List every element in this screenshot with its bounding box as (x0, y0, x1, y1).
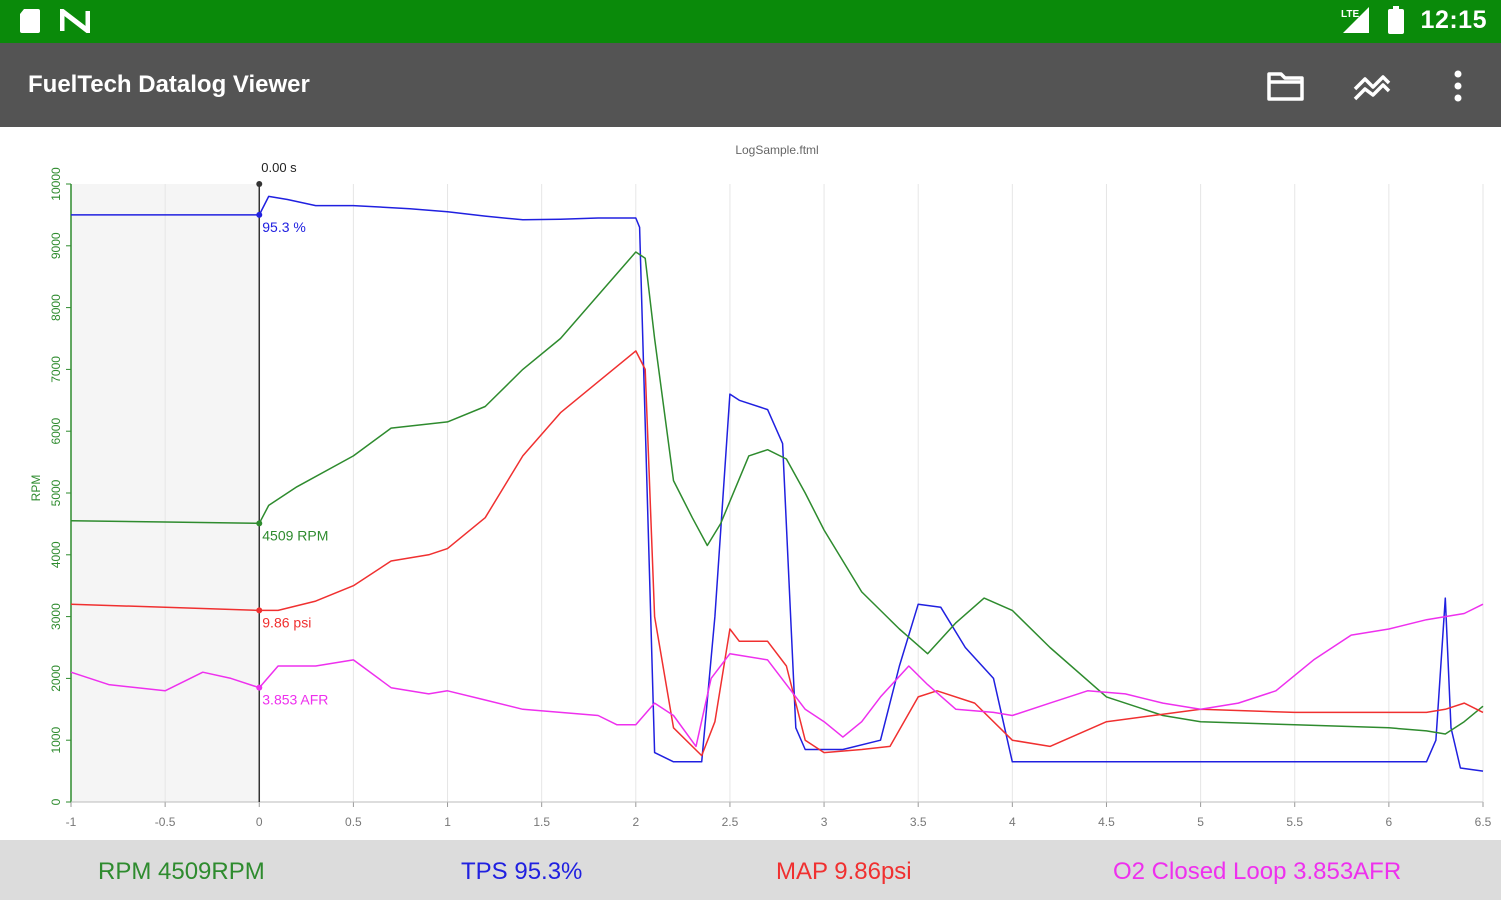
tps-series-line (71, 195, 1484, 772)
nfc-icon (60, 9, 90, 33)
app-bar: FuelTech Datalog Viewer (0, 43, 1501, 127)
x-tick-label: 5.5 (1286, 815, 1303, 829)
x-tick-label: 2 (632, 815, 639, 829)
y-axis-label: RPM (29, 475, 43, 502)
o2-cursor-point (256, 684, 263, 691)
sd-card-icon (20, 9, 40, 33)
x-tick-label: 2.5 (722, 815, 739, 829)
app-title: FuelTech Datalog Viewer (28, 71, 310, 98)
x-tick-label: 3.5 (910, 815, 927, 829)
datalog-chart[interactable]: -1 -0.5 0 0.5 1 1.5 2 2.5 3 3.5 4 4.5 5 5.5 6 6.5 0 1000 2… (0, 127, 1501, 840)
x-tick-label: -1 (66, 815, 77, 829)
rpm-cursor-point (256, 520, 263, 527)
y-tick-label: 7000 (49, 356, 63, 383)
y-tick-label: 6000 (49, 418, 63, 445)
map-series-line (70, 350, 1484, 757)
svg-text:LTE: LTE (1341, 9, 1359, 20)
o2-readout: O2 Closed Loop 3.853AFR (1113, 858, 1402, 885)
tps-cursor-point (256, 211, 263, 218)
folder-icon (1267, 72, 1304, 101)
clock: 12:15 (1420, 5, 1487, 34)
x-tick-label: 4.5 (1098, 815, 1115, 829)
y-tick-label: 3000 (49, 603, 63, 630)
y-tick-label: 0 (49, 798, 63, 805)
rpm-cursor-label: 4509 RPM (262, 527, 328, 543)
o2-series-line (70, 603, 1484, 748)
y-tick-label: 2000 (49, 665, 63, 692)
y-tick-label: 1000 (49, 727, 63, 754)
x-tick-label: 6.5 (1475, 815, 1492, 829)
battery-icon (1387, 6, 1404, 34)
y-tick-label: 8000 (49, 294, 63, 321)
tps-cursor-label: 95.3 % (262, 219, 306, 235)
open-folder-button[interactable] (1265, 65, 1307, 107)
tps-readout: TPS 95.3% (461, 858, 583, 885)
signal-icon: LTE (1341, 7, 1369, 33)
readout-bar: RPM 4509RPM TPS 95.3% MAP 9.86psi O2 Clo… (0, 840, 1501, 900)
status-bar: LTE 12:15 (0, 0, 1501, 43)
x-tick-label: 0 (256, 815, 263, 829)
x-tick-label: 6 (1386, 815, 1393, 829)
overflow-menu-icon (1454, 70, 1462, 102)
x-tick-label: 5 (1197, 815, 1204, 829)
rpm-series-line (70, 251, 1484, 735)
x-tick-label: 4 (1009, 815, 1016, 829)
x-tick-label: 3 (821, 815, 828, 829)
overflow-menu-button[interactable] (1437, 65, 1479, 107)
o2-cursor-label: 3.853 AFR (262, 692, 328, 708)
y-tick-label: 10000 (49, 167, 63, 201)
time-cursor-handle (256, 181, 263, 187)
y-tick-label: 5000 (49, 479, 63, 506)
x-tick-label: 0.5 (345, 815, 362, 829)
y-tick-label: 9000 (49, 232, 63, 259)
chart-lines-icon (1353, 75, 1391, 101)
channels-button[interactable] (1351, 65, 1393, 107)
map-readout: MAP 9.86psi (776, 858, 912, 885)
x-tick-label: -0.5 (155, 815, 176, 829)
x-tick-label: 1 (444, 815, 451, 829)
x-tick-label: 1.5 (533, 815, 550, 829)
time-cursor-label: 0.00 s (261, 160, 297, 175)
y-tick-label: 4000 (49, 541, 63, 568)
rpm-readout: RPM 4509RPM (98, 858, 265, 885)
map-cursor-label: 9.86 psi (262, 614, 311, 630)
map-cursor-point (256, 607, 263, 614)
chart-area[interactable]: -1 -0.5 0 0.5 1 1.5 2 2.5 3 3.5 4 4.5 5 5.5 6 6.5 0 1000 2… (0, 127, 1501, 840)
chart-title: LogSample.ftml (735, 143, 818, 157)
